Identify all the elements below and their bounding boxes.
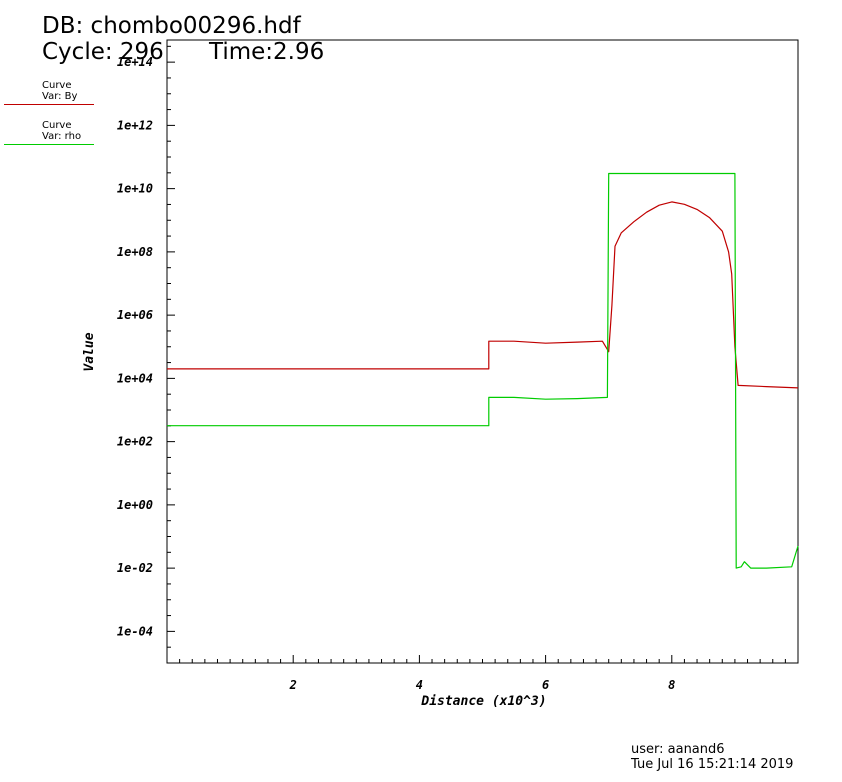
curves-group (167, 172, 799, 569)
y-tick-label: 1e+04 (117, 371, 153, 385)
legend-curve-label: Curve (42, 80, 72, 91)
y-tick-label: 1e+12 (117, 118, 153, 132)
y-tick-label: 1e+06 (117, 308, 153, 322)
y-tick-label: 1e-04 (117, 624, 153, 638)
series-line-by (167, 201, 799, 389)
legend-curve-label: Curve (42, 120, 72, 131)
user-label: user: aanand6 (631, 742, 725, 757)
x-tick-label: 8 (668, 678, 675, 692)
legend-swatch (4, 104, 94, 105)
legend-swatch (4, 144, 94, 145)
x-tick-label: 2 (289, 678, 297, 692)
legend-var-label: Var: rho (42, 131, 82, 142)
y-axis-label: Value (82, 332, 97, 371)
y-tick-label: 1e+14 (117, 55, 153, 69)
cycle-label: Cycle: 296 (42, 39, 164, 65)
legend-entry-by: Curve Var: By (4, 80, 94, 105)
x-tick-label: 4 (416, 678, 423, 692)
timestamp-label: Tue Jul 16 15:21:14 2019 (631, 757, 794, 772)
x-tick-label: 6 (542, 678, 549, 692)
x-axis-label: Distance (x10^3) (420, 694, 546, 709)
y-tick-label: 1e+08 (117, 245, 153, 259)
db-title: DB: chombo00296.hdf (42, 13, 301, 39)
y-tick-label: 1e+10 (117, 182, 153, 196)
time-label: Time:2.96 (209, 39, 325, 65)
series-line-rho (167, 172, 799, 569)
y-tick-label: 1e-02 (117, 561, 153, 575)
y-tick-label: 1e+02 (117, 435, 153, 449)
y-tick-label: 1e+00 (117, 498, 153, 512)
legend-var-label: Var: By (42, 91, 78, 102)
ticks-group: 2 4 6 8 1e-04 1e-02 1e+00 1e+02 1e+04 1e+06 1e+08 1… (117, 45, 786, 692)
legend-entry-rho: Curve Var: rho (4, 120, 94, 145)
plot-frame (166, 39, 799, 664)
